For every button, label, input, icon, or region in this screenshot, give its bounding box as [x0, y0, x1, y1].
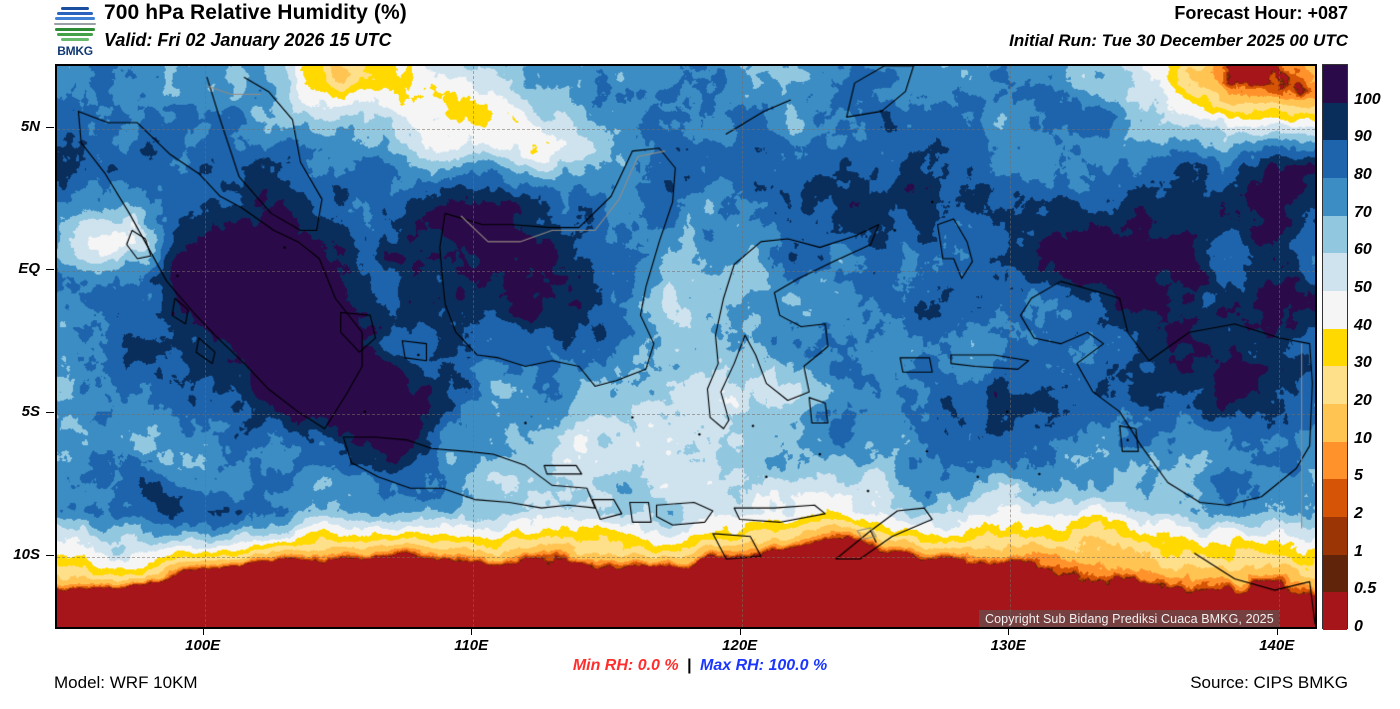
minmax-rh-label: Min RH: 0.0 % | Max RH: 100.0 %	[0, 657, 1400, 675]
colorbar-segment	[1323, 140, 1347, 178]
x-axis-tick-label: 140E	[1259, 637, 1295, 654]
initial-run-label: Initial Run: Tue 30 December 2025 00 UTC	[1009, 31, 1348, 50]
x-axis-tick-label: 110E	[454, 637, 489, 654]
header: BMKG 700 hPa Relative Humidity (%) Valid…	[0, 0, 1400, 62]
minmax-separator: |	[687, 657, 692, 674]
y-axis-tick-label: 5S	[21, 403, 40, 421]
colorbar-segment	[1323, 177, 1347, 216]
x-axis-tick-label: 100E	[185, 637, 221, 654]
colorbar-tick-label: 0	[1354, 618, 1363, 635]
colorbar-tick-label: 80	[1354, 166, 1372, 183]
x-axis-tick-mark	[1276, 629, 1278, 635]
colorbar-segment	[1323, 290, 1347, 329]
colorbar-tick-label: 5	[1354, 467, 1363, 485]
bmkg-logo: BMKG	[46, 2, 104, 58]
colorbar-segment	[1323, 403, 1347, 442]
x-axis-tick-mark	[739, 629, 741, 635]
y-axis-tick-mark	[46, 126, 54, 128]
bmkg-logo-label: BMKG	[57, 44, 93, 58]
colorbar-segment	[1323, 479, 1347, 517]
y-axis-tick-mark	[46, 269, 54, 271]
colorbar-segment	[1323, 554, 1347, 593]
colorbar-segment	[1323, 102, 1347, 141]
colorbar-tick-label: 40	[1354, 316, 1372, 334]
colorbar-tick-label: 50	[1354, 279, 1372, 296]
x-axis-tick-label: 120E	[722, 637, 758, 654]
colorbar-segment	[1323, 516, 1347, 555]
colorbar-segment	[1323, 592, 1347, 630]
page-title: 700 hPa Relative Humidity (%)	[104, 1, 407, 24]
y-axis-tick-mark	[46, 554, 54, 556]
colorbar-segment	[1323, 215, 1347, 254]
x-axis-tick-mark	[202, 629, 204, 635]
x-axis-tick-mark	[471, 629, 473, 635]
valid-time-label: Valid: Fri 02 January 2026 15 UTC	[104, 30, 392, 50]
colorbar-tick-label: 2	[1354, 505, 1363, 522]
colorbar	[1322, 64, 1348, 630]
y-axis-tick-mark	[46, 412, 54, 414]
y-axis-tick-label: 10S	[13, 545, 40, 563]
y-axis-tick-label: EQ	[18, 260, 40, 278]
y-axis-tick-label: 5N	[20, 117, 40, 135]
min-rh-value: Min RH: 0.0 %	[572, 657, 679, 674]
colorbar-tick-label: 10	[1354, 429, 1372, 447]
rh-contour-field	[57, 66, 1315, 627]
colorbar-segment	[1323, 253, 1347, 291]
colorbar-tick-label: 0.5	[1354, 580, 1377, 598]
model-label: Model: WRF 10KM	[54, 673, 198, 692]
colorbar-tick-label: 60	[1354, 241, 1372, 259]
max-rh-value: Max RH: 100.0 %	[700, 657, 828, 674]
colorbar-segment	[1323, 65, 1347, 103]
colorbar-tick-label: 20	[1354, 392, 1372, 409]
colorbar-segment	[1323, 366, 1347, 404]
x-axis-tick-label: 130E	[990, 637, 1026, 654]
bmkg-logo-disc	[52, 2, 98, 46]
colorbar-tick-label: 70	[1354, 203, 1372, 221]
source-label: Source: CIPS BMKG	[1190, 673, 1348, 692]
colorbar-segment	[1323, 441, 1347, 480]
x-axis-tick-mark	[1008, 629, 1010, 635]
colorbar-tick-label: 30	[1354, 354, 1372, 372]
colorbar-tick-label: 1	[1354, 542, 1363, 560]
colorbar-tick-label: 100	[1354, 90, 1381, 108]
copyright-watermark: Copyright Sub Bidang Prediksi Cuaca BMKG…	[979, 610, 1279, 627]
colorbar-segment	[1323, 328, 1347, 367]
colorbar-tick-label: 90	[1354, 128, 1372, 146]
forecast-hour-label: Forecast Hour: +087	[1174, 3, 1348, 23]
map-plot-area[interactable]: Copyright Sub Bidang Prediksi Cuaca BMKG…	[55, 64, 1317, 629]
